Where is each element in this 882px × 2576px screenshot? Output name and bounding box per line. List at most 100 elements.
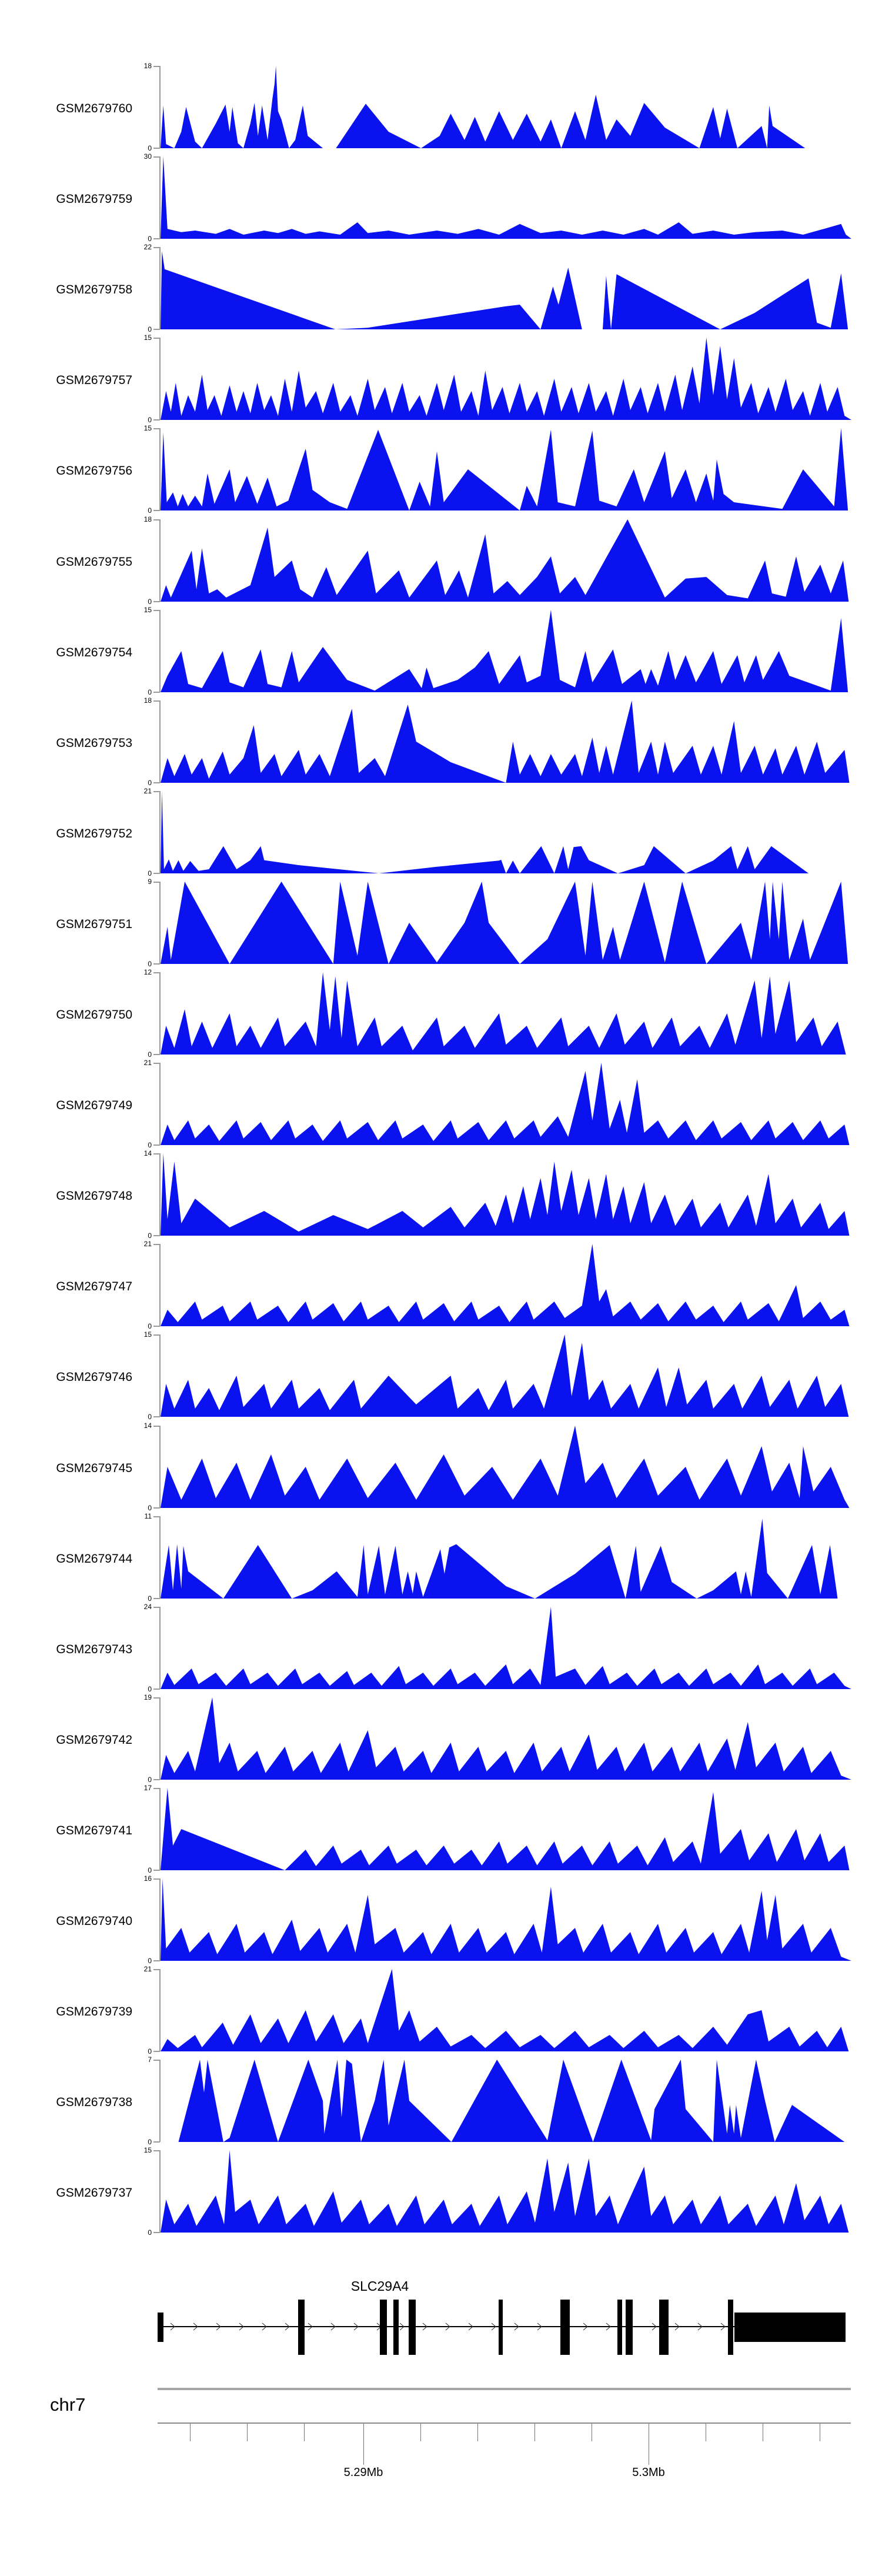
y-axis-max-label: 15 xyxy=(143,424,152,433)
coverage-area-plot xyxy=(161,1063,851,1146)
coverage-area-plot xyxy=(161,156,851,239)
coverage-area-plot xyxy=(161,428,851,511)
y-axis-max-label: 18 xyxy=(143,62,152,70)
y-axis-zero-label: 0 xyxy=(148,2047,152,2056)
coverage-area-plot xyxy=(161,519,851,602)
y-axis-max-label: 16 xyxy=(143,1874,152,1883)
axis-tick-label: 5.3Mb xyxy=(632,2466,665,2479)
y-axis-line xyxy=(159,519,161,602)
coverage-area-plot xyxy=(161,1334,851,1417)
strand-arrow-icon xyxy=(445,2323,450,2331)
y-axis-line xyxy=(159,790,161,873)
y-axis-line xyxy=(159,1697,161,1780)
y-axis-top-tick xyxy=(153,1153,160,1155)
y-axis-max-label: 18 xyxy=(143,696,152,705)
y-axis-top-tick xyxy=(153,1516,160,1517)
y-axis-bottom-tick xyxy=(153,1326,160,1327)
strand-arrow-icon xyxy=(537,2323,542,2331)
y-axis-bottom-tick xyxy=(153,872,160,874)
y-axis-line xyxy=(159,1878,161,1961)
y-axis-max-label: 15 xyxy=(143,605,152,614)
y-axis-zero-label: 0 xyxy=(148,2138,152,2147)
gene-intron-line xyxy=(160,2326,734,2327)
strand-arrow-icon xyxy=(491,2323,496,2331)
strand-arrow-icon xyxy=(399,2323,405,2331)
coverage-area-plot xyxy=(161,1518,851,1599)
y-axis-line xyxy=(159,2150,161,2233)
track-sample-label: GSM2679741 xyxy=(56,1823,132,1837)
y-axis-line xyxy=(159,1516,161,1599)
coverage-area-plot xyxy=(161,1787,851,1870)
y-axis-line xyxy=(159,1787,161,1870)
y-axis-bottom-tick xyxy=(153,963,160,965)
track-sample-label: GSM2679737 xyxy=(56,2186,132,2200)
axis-minor-tick xyxy=(304,2424,305,2441)
y-axis-max-label: 7 xyxy=(148,2056,152,2064)
y-axis-line xyxy=(159,1425,161,1508)
y-axis-bottom-tick xyxy=(153,238,160,240)
y-axis-top-tick xyxy=(153,66,160,67)
track-sample-label: GSM2679747 xyxy=(56,1280,132,1294)
y-axis-top-tick xyxy=(153,156,160,158)
y-axis-max-label: 15 xyxy=(143,333,152,342)
axis-minor-tick xyxy=(247,2424,248,2441)
y-axis-zero-label: 0 xyxy=(148,1232,152,1240)
gene-exon xyxy=(393,2300,399,2355)
track-sample-label: GSM2679756 xyxy=(56,464,132,478)
y-axis-zero-label: 0 xyxy=(148,959,152,968)
y-axis-top-tick xyxy=(153,1787,160,1789)
track-sample-label: GSM2679755 xyxy=(56,555,132,569)
y-axis-max-label: 21 xyxy=(143,1240,152,1249)
y-axis-top-tick xyxy=(153,1606,160,1608)
y-axis-top-tick xyxy=(153,609,160,611)
strand-arrow-icon xyxy=(216,2323,221,2331)
y-axis-line xyxy=(159,2060,161,2143)
coverage-polygon xyxy=(161,790,851,873)
y-axis-top-tick xyxy=(153,338,160,339)
y-axis-top-tick xyxy=(153,2060,160,2061)
strand-arrow-icon xyxy=(193,2323,198,2331)
y-axis-line xyxy=(159,1606,161,1689)
y-axis-line xyxy=(159,972,161,1055)
strand-arrow-icon xyxy=(652,2323,657,2331)
y-axis-bottom-tick xyxy=(153,329,160,331)
y-axis-bottom-tick xyxy=(153,782,160,783)
axis-minor-tick xyxy=(534,2424,535,2441)
gene-exon xyxy=(659,2300,669,2355)
strand-arrow-icon xyxy=(514,2323,519,2331)
gene-utr-first-exon xyxy=(158,2313,163,2342)
strand-arrow-icon xyxy=(170,2323,175,2331)
y-axis-bottom-tick xyxy=(153,1778,160,1780)
strand-arrow-icon xyxy=(285,2323,290,2331)
y-axis-line xyxy=(159,700,161,783)
y-axis-zero-label: 0 xyxy=(148,2228,152,2237)
coverage-area-plot xyxy=(161,1153,851,1236)
genome-axis-line xyxy=(158,2422,851,2424)
strand-arrow-icon xyxy=(239,2323,244,2331)
gene-exon xyxy=(626,2300,633,2355)
coverage-polygon xyxy=(161,1425,851,1508)
coverage-area-plot xyxy=(161,972,851,1055)
coverage-area-plot xyxy=(161,609,851,692)
axis-minor-tick xyxy=(477,2424,478,2441)
coverage-area-plot xyxy=(161,2060,851,2143)
y-axis-top-tick xyxy=(153,1425,160,1427)
y-axis-zero-label: 0 xyxy=(148,416,152,425)
y-axis-bottom-tick xyxy=(153,600,160,602)
strand-arrow-icon xyxy=(262,2323,267,2331)
y-axis-bottom-tick xyxy=(153,691,160,693)
coverage-area-plot xyxy=(161,1244,851,1327)
y-axis-max-label: 11 xyxy=(144,1511,152,1520)
y-axis-top-tick xyxy=(153,247,160,249)
track-sample-label: GSM2679744 xyxy=(56,1551,132,1566)
axis-major-tick xyxy=(363,2424,364,2465)
y-axis-max-label: 24 xyxy=(143,1602,152,1611)
gene-exon xyxy=(380,2300,387,2355)
y-axis-line xyxy=(159,66,161,148)
y-axis-bottom-tick xyxy=(153,1144,160,1146)
track-sample-label: GSM2679742 xyxy=(56,1733,132,1747)
strand-arrow-icon xyxy=(674,2323,680,2331)
y-axis-top-tick xyxy=(153,1969,160,1971)
y-axis-bottom-tick xyxy=(153,148,160,149)
gene-model-track xyxy=(158,2300,846,2355)
